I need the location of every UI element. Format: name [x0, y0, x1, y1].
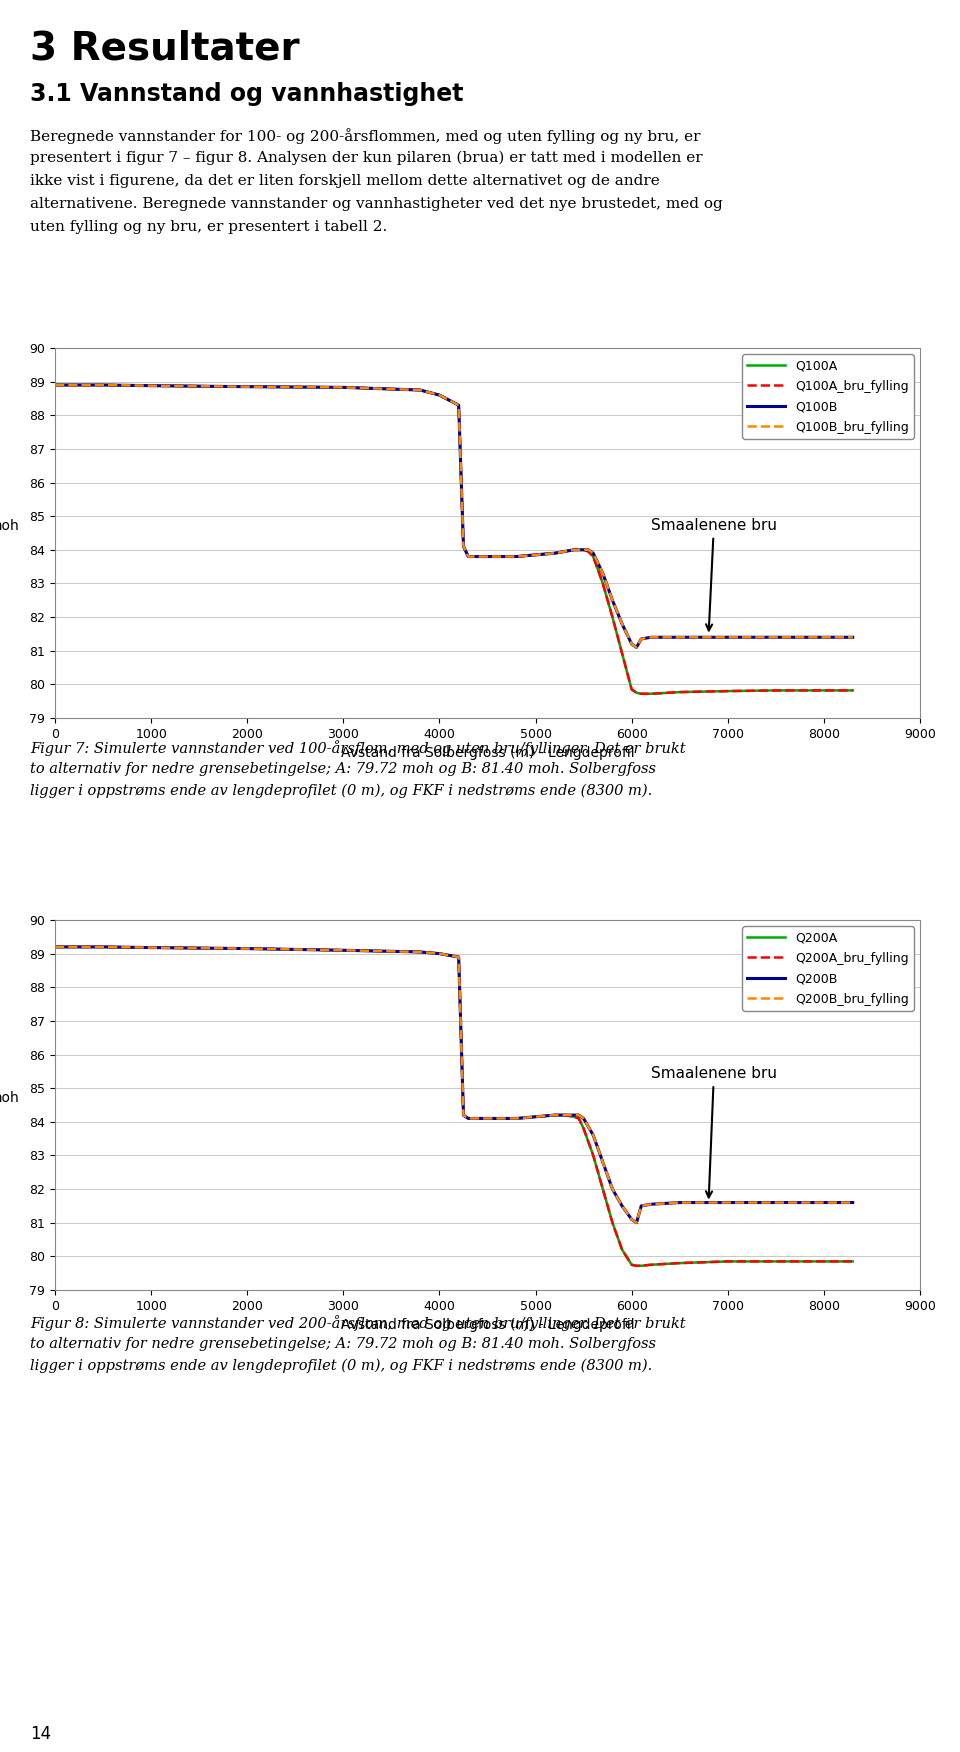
- Text: ikke vist i figurene, da det er liten forskjell mellom dette alternativet og de : ikke vist i figurene, da det er liten fo…: [30, 173, 660, 187]
- Text: uten fylling og ny bru, er presentert i tabell 2.: uten fylling og ny bru, er presentert i …: [30, 221, 387, 235]
- X-axis label: Avstand fra Solbergfoss (m) - Lengdeprofil: Avstand fra Solbergfoss (m) - Lengdeprof…: [341, 746, 635, 760]
- Y-axis label: moh: moh: [0, 519, 19, 533]
- Text: ligger i oppstrøms ende av lengdeprofilet (0 m), og FKF i nedstrøms ende (8300 m: ligger i oppstrøms ende av lengdeprofile…: [30, 783, 652, 799]
- Text: Smaalenene bru: Smaalenene bru: [651, 519, 777, 631]
- Text: Beregnede vannstander for 100- og 200-årsflommen, med og uten fylling og ny bru,: Beregnede vannstander for 100- og 200-år…: [30, 128, 701, 144]
- Text: ligger i oppstrøms ende av lengdeprofilet (0 m), og FKF i nedstrøms ende (8300 m: ligger i oppstrøms ende av lengdeprofile…: [30, 1360, 652, 1374]
- Legend: Q200A, Q200A_bru_fylling, Q200B, Q200B_bru_fylling: Q200A, Q200A_bru_fylling, Q200B, Q200B_b…: [742, 927, 914, 1011]
- Text: Figur 8: Simulerte vannstander ved 200-årsflom, med og uten bru/fyllinger. Det e: Figur 8: Simulerte vannstander ved 200-å…: [30, 1316, 685, 1332]
- Text: 3.1 Vannstand og vannhastighet: 3.1 Vannstand og vannhastighet: [30, 82, 464, 107]
- Legend: Q100A, Q100A_bru_fylling, Q100B, Q100B_bru_fylling: Q100A, Q100A_bru_fylling, Q100B, Q100B_b…: [742, 354, 914, 438]
- Text: presentert i figur 7 – figur 8. Analysen der kun pilaren (brua) er tatt med i mo: presentert i figur 7 – figur 8. Analysen…: [30, 151, 703, 165]
- Text: alternativene. Beregnede vannstander og vannhastigheter ved det nye brustedet, m: alternativene. Beregnede vannstander og …: [30, 196, 723, 210]
- Text: Figur 7: Simulerte vannstander ved 100-årsflom, med og uten bru/fyllinger. Det e: Figur 7: Simulerte vannstander ved 100-å…: [30, 739, 685, 755]
- Y-axis label: moh: moh: [0, 1091, 19, 1106]
- Text: 14: 14: [30, 1726, 51, 1743]
- Text: Smaalenene bru: Smaalenene bru: [651, 1067, 777, 1197]
- X-axis label: Avstand fra Solbergfoss (m) - Lengdeprofil: Avstand fra Solbergfoss (m) - Lengdeprof…: [341, 1318, 635, 1332]
- Text: 3 Resultater: 3 Resultater: [30, 30, 300, 68]
- Text: to alternativ for nedre grensebetingelse; A: 79.72 moh og B: 81.40 moh. Solbergf: to alternativ for nedre grensebetingelse…: [30, 1337, 656, 1351]
- Text: to alternativ for nedre grensebetingelse; A: 79.72 moh og B: 81.40 moh. Solbergf: to alternativ for nedre grensebetingelse…: [30, 762, 656, 776]
